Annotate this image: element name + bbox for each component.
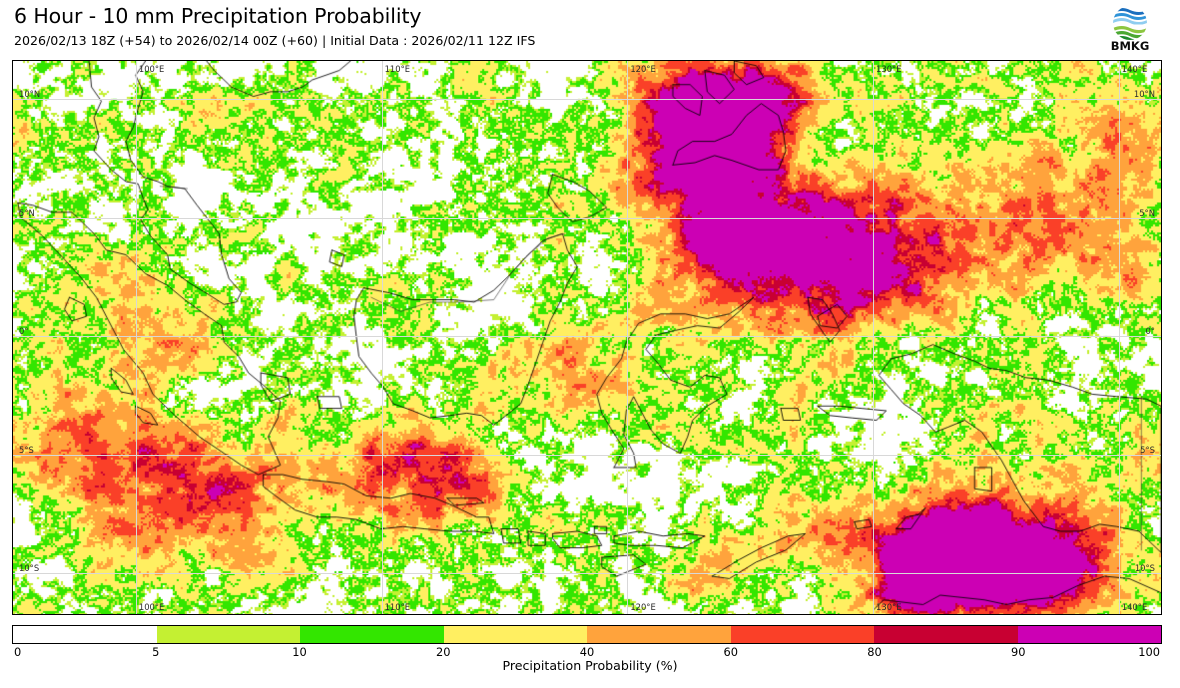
colorbar-tick-10: 10 (292, 645, 307, 659)
colorbar-segment-5 (730, 626, 874, 643)
colorbar-segment-2 (300, 626, 444, 643)
colorbar-tick-5: 5 (152, 645, 160, 659)
colorbar-tick-100: 100 (1138, 645, 1160, 659)
colorbar-segment-3 (443, 626, 587, 643)
colorbar-tick-90: 90 (1011, 645, 1026, 659)
bmkg-logo: BMKG (1094, 3, 1166, 53)
colorbar-segment-7 (1017, 626, 1161, 643)
colorbar-tick-20: 20 (436, 645, 451, 659)
colorbar-segment-0 (13, 626, 157, 643)
colorbar-ticks: 0 5 10 20 40 60 80 90 100 (12, 645, 1162, 661)
colorbar-segment-1 (156, 626, 300, 643)
colorbar-segment-6 (874, 626, 1018, 643)
precipitation-raster (13, 61, 1161, 614)
page-subtitle: 2026/02/13 18Z (+54) to 2026/02/14 00Z (… (14, 33, 536, 48)
colorbar-label: Precipitation Probability (%) (502, 658, 678, 673)
precipitation-probability-map[interactable]: 100°E 100°E 110°E 110°E 120°E 120°E 130°E 130°E… (12, 60, 1162, 615)
precipitation-colorbar[interactable]: 0 5 10 20 40 60 80 90 100 (12, 625, 1162, 659)
header: 6 Hour - 10 mm Precipitation Probability… (0, 0, 1180, 58)
colorbar-segment-4 (587, 626, 731, 643)
page-title: 6 Hour - 10 mm Precipitation Probability (14, 4, 422, 28)
colorbar-tick-0: 0 (14, 645, 22, 659)
colorbar-tick-60: 60 (723, 645, 739, 659)
colorbar-tick-80: 80 (867, 645, 882, 659)
colorbar-gradient (12, 625, 1162, 644)
bmkg-logo-text: BMKG (1111, 39, 1150, 53)
colorbar-tick-40: 40 (579, 645, 595, 659)
bmkg-logo-icon: BMKG (1111, 6, 1150, 53)
